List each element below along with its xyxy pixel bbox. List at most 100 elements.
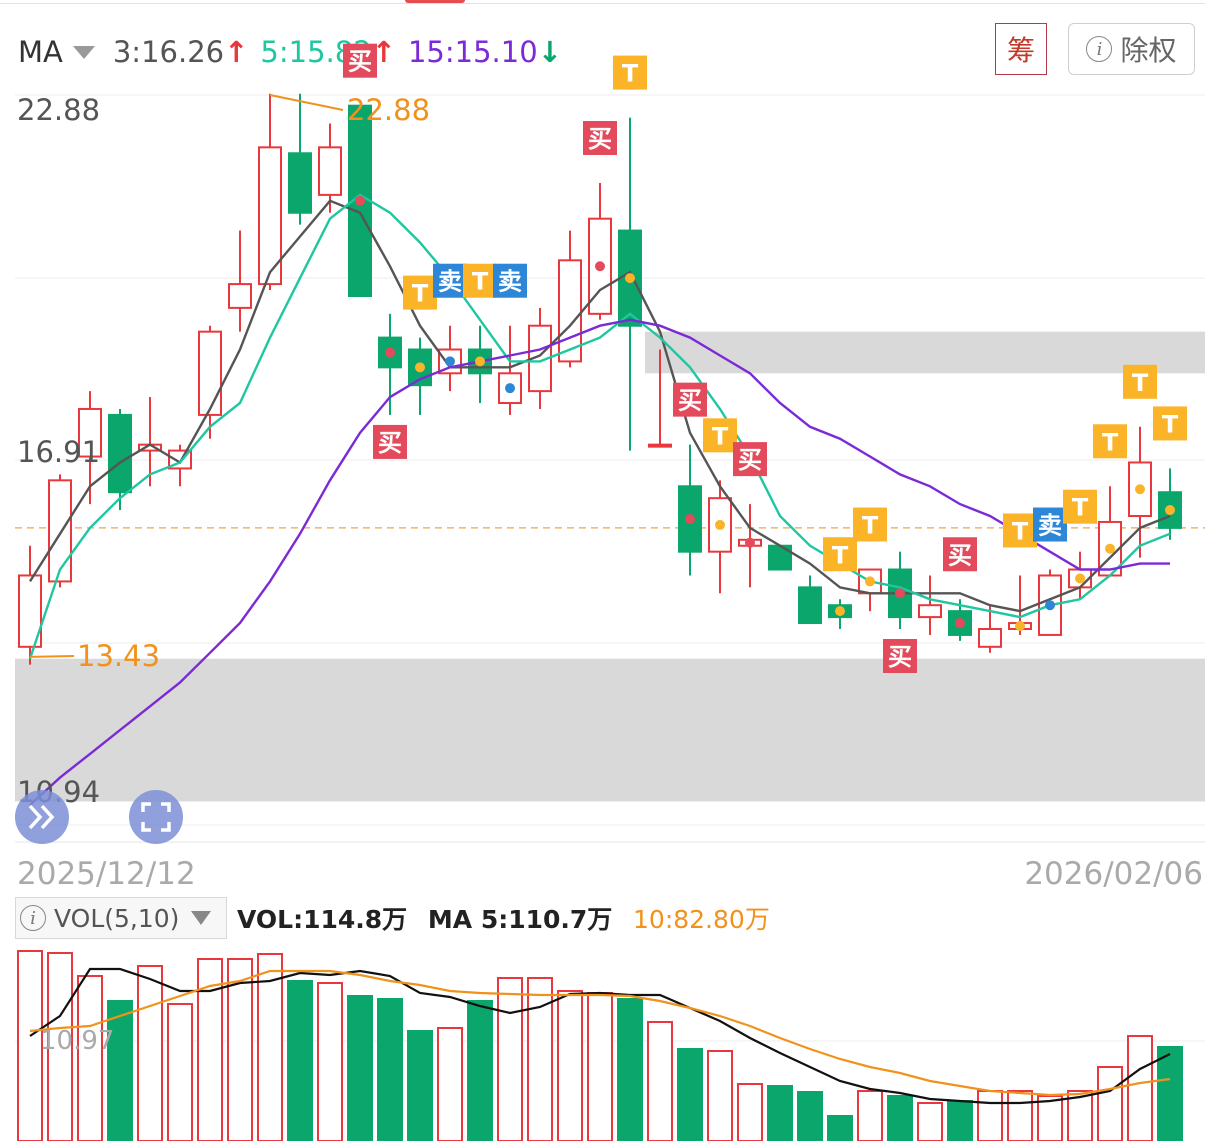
signal-tag-t	[1123, 364, 1157, 399]
signal-dot	[1105, 543, 1115, 554]
signal-tag-label: T	[622, 60, 639, 88]
y-axis-mid-label: 16.91	[17, 435, 100, 469]
signal-dot	[895, 588, 905, 599]
ex-rights-label: 除权	[1120, 34, 1177, 67]
signal-tag-buy	[883, 638, 917, 673]
signal-tag-t	[823, 537, 857, 572]
ex-rights-button[interactable]: i 除权	[1068, 23, 1195, 75]
fullscreen-button[interactable]	[129, 790, 183, 844]
signal-tag-label: 卖	[498, 268, 522, 296]
signal-tag-t	[703, 418, 737, 453]
candle-body	[258, 146, 282, 286]
candle-body	[108, 413, 132, 494]
fullscreen-icon	[141, 802, 171, 832]
caret-down-icon	[191, 911, 212, 925]
volume-bar	[737, 1083, 763, 1141]
signal-tag-label: T	[832, 541, 849, 569]
volume-chart[interactable]: 10.97	[0, 941, 1205, 1141]
signal-tag-label: 买	[678, 387, 702, 415]
candle-body	[78, 407, 102, 458]
signal-tag-label: T	[1072, 494, 1089, 522]
volume-bar	[17, 950, 43, 1141]
signal-tag-buy	[733, 442, 767, 477]
min-price-pointer	[29, 655, 75, 658]
volume-bar	[137, 965, 163, 1141]
signal-tag-label: T	[862, 512, 879, 540]
candle-body	[228, 283, 252, 309]
volume-bar	[77, 975, 103, 1141]
volume-bar	[827, 1115, 853, 1141]
ma-selector[interactable]: MA	[18, 35, 113, 69]
volume-bar	[407, 1030, 433, 1141]
info-icon: i	[20, 905, 46, 931]
volume-bar	[377, 998, 403, 1141]
signal-tag-label: T	[1102, 428, 1119, 456]
signal-tag-buy	[943, 537, 977, 572]
candle-body	[918, 604, 942, 619]
volume-bar	[557, 990, 583, 1141]
ma-line-ma5	[28, 193, 1171, 660]
volume-bar	[347, 995, 373, 1141]
info-icon: i	[1086, 36, 1113, 62]
signal-tag-sell	[493, 263, 527, 298]
max-price-pointer	[269, 94, 344, 111]
volume-readout: VOL:114.8万 MA 5:110.7万 10:82.80万	[237, 900, 782, 936]
signal-tag-label: 卖	[438, 268, 462, 296]
y-axis-top-label: 22.88	[17, 93, 100, 127]
signal-tag-label: 买	[588, 125, 612, 153]
signal-dot	[415, 362, 425, 373]
signal-tag-label: 买	[948, 541, 972, 569]
top-divider	[0, 3, 1205, 4]
volume-bar	[587, 992, 613, 1141]
signal-dot	[685, 513, 695, 524]
volume-bar	[1157, 1046, 1183, 1141]
ma15-value: 15:15.10	[407, 35, 538, 69]
ma3-value: 3:16.26	[112, 35, 225, 69]
volume-bar	[707, 1050, 733, 1141]
signal-tag-label: T	[1162, 410, 1179, 438]
collapse-sidebar-button[interactable]	[15, 790, 69, 844]
signal-tag-buy	[673, 382, 707, 417]
candle-body	[648, 443, 672, 448]
volume-bar	[767, 1085, 793, 1141]
volume-indicator-label: VOL(5,10)	[54, 903, 180, 933]
shaded-zone	[645, 331, 1205, 374]
ma-label: MA	[18, 35, 63, 69]
volume-bar	[1007, 1090, 1033, 1141]
volume-bar	[917, 1102, 943, 1141]
caret-down-icon	[72, 45, 95, 59]
volume-axis-label: 10.97	[40, 1026, 114, 1056]
signal-tag-t	[1153, 406, 1187, 441]
volume-bar	[797, 1091, 823, 1141]
ma3-up-arrow-icon: ↑	[224, 35, 249, 69]
signal-dot	[475, 356, 485, 367]
signal-tag-buy	[373, 424, 407, 459]
volume-indicator-selector[interactable]: i VOL(5,10)	[15, 897, 227, 939]
signal-tag-sell	[433, 263, 467, 298]
signal-dot	[1015, 621, 1025, 632]
volume-bar	[887, 1095, 913, 1141]
volume-bar	[467, 1000, 493, 1141]
max-price-label: 22.88	[347, 93, 430, 127]
candle-body	[978, 627, 1002, 648]
signal-dot	[1045, 600, 1055, 611]
signal-tag-t	[463, 263, 497, 298]
volume-ma10-line	[29, 969, 1171, 1097]
volume-ma5-line	[29, 967, 1171, 1105]
min-price-label: 13.43	[77, 639, 160, 673]
volume-bar	[497, 977, 523, 1141]
volume-bar	[1067, 1090, 1093, 1141]
signal-dot	[355, 195, 365, 206]
chip-distribution-button[interactable]: 筹	[995, 23, 1047, 75]
candle-body	[528, 324, 552, 393]
volume-bar	[167, 1003, 193, 1141]
candle-body	[198, 330, 222, 416]
volume-bar	[107, 1000, 133, 1141]
ma-line-ma3	[28, 199, 1171, 613]
volume-header: i VOL(5,10) VOL:114.8万 MA 5:110.7万 10:82…	[15, 896, 782, 940]
volume-bar	[647, 1021, 673, 1141]
signal-tag-t	[613, 55, 647, 90]
signal-tag-t	[1093, 424, 1127, 459]
volume-bar	[257, 953, 283, 1141]
